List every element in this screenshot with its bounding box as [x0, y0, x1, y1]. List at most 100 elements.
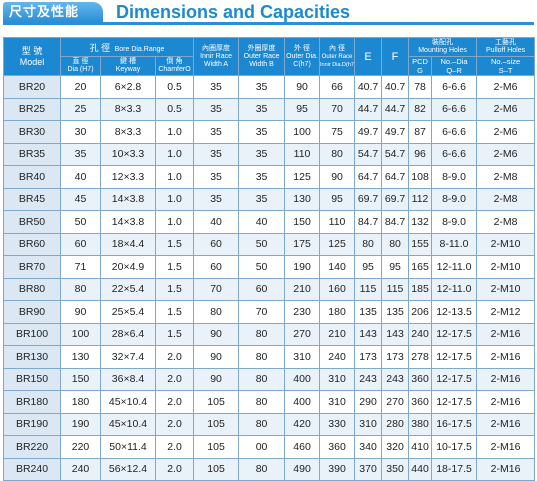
cell-outer-width: 80 [238, 345, 286, 369]
cell-f: 69.7 [381, 187, 410, 211]
cell-pcd: 185 [408, 277, 433, 301]
header-no-size-label: No.–size [490, 57, 521, 67]
cell-outer-dia: 90 [284, 75, 321, 99]
cell-inner-dia: 240 [319, 345, 356, 369]
cell-pcd: 82 [408, 97, 433, 121]
cell-f: 143 [381, 322, 410, 346]
table-row: BR190 190 45×10.4 2.0 105 80 420 330 310 280 380 16… [3, 412, 536, 436]
cell-dia: 240 [60, 457, 101, 481]
cell-pcd: 360 [408, 390, 433, 414]
cell-pcd: 132 [408, 210, 433, 234]
cell-chamfer: 2.0 [154, 457, 195, 481]
cell-no-size: 2-M12 [476, 300, 536, 324]
cell-keyway: 12×3.3 [100, 165, 156, 189]
cell-outer-width: 40 [238, 210, 286, 234]
cell-pcd: 112 [408, 187, 433, 211]
cell-inner-dia: 310 [319, 390, 356, 414]
cell-outer-width: 35 [238, 187, 286, 211]
cell-inner-dia: 160 [319, 277, 356, 301]
cell-f: 95 [381, 255, 410, 279]
cell-inner-dia: 210 [319, 322, 356, 346]
cell-keyway: 50×11.4 [100, 435, 156, 459]
cell-model: BR70 [3, 255, 61, 279]
cell-pcd: 240 [408, 322, 433, 346]
cell-no-dia: 8-9.0 [431, 210, 478, 234]
cell-outer-width: 35 [238, 165, 286, 189]
cell-dia: 40 [60, 165, 101, 189]
cell-f: 280 [381, 412, 410, 436]
cell-inner-dia: 140 [319, 255, 356, 279]
cell-model: BR130 [3, 345, 61, 369]
cell-e: 135 [354, 300, 383, 324]
cell-inner-width: 60 [193, 255, 240, 279]
cell-outer-dia: 310 [284, 345, 321, 369]
header-outer-dia: 外 徑 Outer Dia. C(h7) [284, 37, 321, 76]
cell-outer-dia: 110 [284, 142, 321, 166]
cell-dia: 71 [60, 255, 101, 279]
header-chamfer-en: ChamferO [158, 66, 191, 73]
table-row: BR40 40 12×3.3 1.0 35 35 125 90 64.7 64.7 108 8-9.0… [3, 165, 536, 189]
cell-no-size: 2-M6 [476, 97, 536, 121]
cell-f: 80 [381, 232, 410, 256]
header-keyway: 鍵 槽 Keyway [100, 56, 156, 76]
cell-pcd: 360 [408, 367, 433, 391]
cell-keyway: 36×8.4 [100, 367, 156, 391]
table-row: BR35 35 10×3.3 1.0 35 35 110 80 54.7 54.7 96 6-6.6 2… [3, 142, 536, 166]
cell-keyway: 20×4.9 [100, 255, 156, 279]
header-keyway-en: Keyway [115, 66, 141, 73]
cell-outer-width: 80 [238, 412, 286, 436]
cell-e: 64.7 [354, 165, 383, 189]
cell-e: 54.7 [354, 142, 383, 166]
header-bore: 孔 徑 Bore Dia.Range [59, 37, 195, 57]
cell-outer-width: 35 [238, 75, 286, 99]
section-tab: 尺寸及性能 [3, 2, 103, 22]
cell-inner-width: 35 [193, 142, 240, 166]
header-outer-dia-cn: 外 徑 [294, 44, 310, 52]
cell-e: 115 [354, 277, 383, 301]
cell-model: BR30 [3, 120, 61, 144]
cell-inner-dia: 80 [319, 142, 356, 166]
cell-no-size: 2-M16 [476, 435, 536, 459]
header-pulloff: 工藝孔 Pulloff Holes [476, 37, 536, 57]
cell-chamfer: 2.0 [154, 367, 195, 391]
cell-no-size: 2-M8 [476, 187, 536, 211]
cell-outer-dia: 400 [284, 390, 321, 414]
cell-dia: 20 [60, 75, 101, 99]
cell-e: 340 [354, 435, 383, 459]
cell-model: BR40 [3, 165, 61, 189]
cell-keyway: 45×10.4 [100, 390, 156, 414]
cell-inner-width: 90 [193, 345, 240, 369]
cell-no-dia: 12-11.0 [431, 255, 478, 279]
cell-f: 243 [381, 367, 410, 391]
cell-outer-dia: 150 [284, 210, 321, 234]
cell-pcd: 278 [408, 345, 433, 369]
cell-f: 49.7 [381, 120, 410, 144]
header-pcd: PCD G [408, 56, 433, 76]
cell-outer-width: 80 [238, 390, 286, 414]
cell-pcd: 87 [408, 120, 433, 144]
cell-inner-width: 40 [193, 210, 240, 234]
header-outer-dia-en2: C(h7) [293, 60, 311, 68]
cell-outer-width: 80 [238, 322, 286, 346]
cell-e: 173 [354, 345, 383, 369]
table-row: BR20 20 6×2.8 0.5 35 35 90 66 40.7 40.7 78 6-6.6 2-M… [3, 75, 536, 99]
cell-keyway: 8×3.3 [100, 97, 156, 121]
header-mounting-en: Mounting Holes [418, 47, 467, 54]
cell-model: BR90 [3, 300, 61, 324]
cell-no-size: 2-M10 [476, 232, 536, 256]
cell-no-dia: 10-17.5 [431, 435, 478, 459]
header-pulloff-en: Pulloff Holes [485, 47, 526, 54]
cell-e: 40.7 [354, 75, 383, 99]
cell-no-dia: 18-17.5 [431, 457, 478, 481]
cell-no-size: 2-M16 [476, 367, 536, 391]
cell-inner-dia: 75 [319, 120, 356, 144]
cell-chamfer: 1.0 [154, 187, 195, 211]
cell-e: 80 [354, 232, 383, 256]
cell-chamfer: 1.5 [154, 322, 195, 346]
cell-keyway: 6×2.8 [100, 75, 156, 99]
cell-keyway: 22×5.4 [100, 277, 156, 301]
table-row: BR45 45 14×3.8 1.0 35 35 130 95 69.7 69.7 112 8-9.0… [3, 187, 536, 211]
cell-no-size: 2-M6 [476, 75, 536, 99]
cell-no-size: 2-M6 [476, 142, 536, 166]
title-bar: 尺寸及性能 Dimensions and Capacities [0, 0, 537, 28]
